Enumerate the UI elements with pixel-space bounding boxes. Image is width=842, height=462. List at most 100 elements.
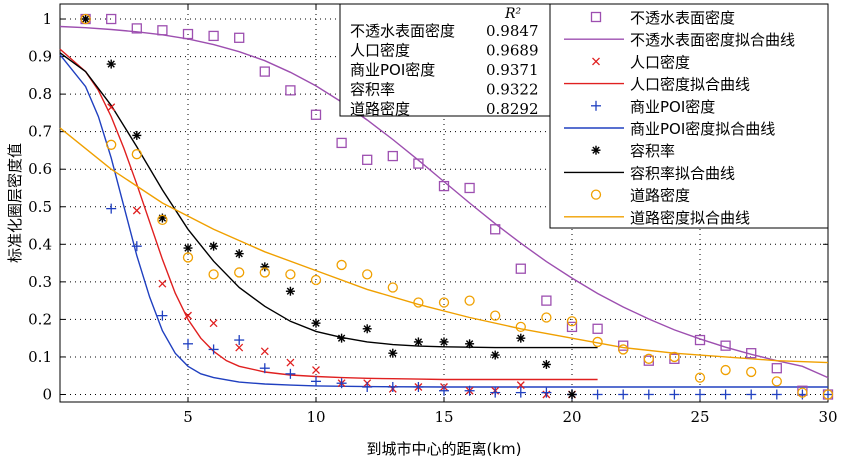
data-point [490, 224, 501, 235]
data-point [285, 286, 295, 296]
data-point [182, 28, 194, 40]
r2-header: R² [504, 6, 522, 22]
y-tick-label: 0.6 [28, 160, 52, 178]
data-point [209, 319, 218, 328]
data-point [669, 389, 680, 400]
data-point [234, 267, 245, 278]
data-point [310, 274, 322, 286]
y-tick-label: 0.2 [28, 310, 52, 328]
r2-row-value: 0.9322 [486, 81, 539, 99]
x-tick-label: 5 [183, 408, 193, 426]
data-point [413, 337, 423, 347]
data-point [337, 333, 347, 343]
data-point [132, 130, 142, 140]
data-point [234, 249, 244, 259]
data-point [285, 85, 296, 96]
data-point [464, 385, 475, 396]
data-point [259, 267, 270, 278]
legend-label: 人口密度 [630, 53, 690, 71]
data-point [336, 137, 347, 149]
data-point [132, 206, 141, 215]
y-tick-label: 0.7 [28, 123, 52, 141]
y-tick-label: 1 [42, 10, 52, 28]
r2-row-label: 商业POI密度 [350, 61, 435, 79]
data-point [695, 389, 705, 400]
data-point [464, 182, 475, 194]
data-point [182, 252, 194, 263]
legend: 不透水表面密度不透水表面密度拟合曲线人口密度人口密度拟合曲线商业POI密度商业P… [549, 3, 829, 229]
data-point [336, 259, 347, 271]
x-tick-label: 30 [818, 408, 837, 426]
data-point [694, 372, 706, 383]
data-point [515, 321, 526, 333]
data-point [590, 11, 602, 23]
data-point [285, 269, 296, 280]
data-point [183, 243, 193, 253]
y-tick-label: 0 [42, 385, 52, 403]
data-point [465, 339, 475, 349]
data-point [438, 180, 450, 192]
data-point [592, 336, 603, 348]
data-point [362, 324, 372, 334]
y-tick-label: 0.5 [28, 198, 52, 216]
data-point [234, 335, 245, 346]
data-point [541, 387, 552, 398]
data-point [516, 333, 526, 343]
data-point [592, 323, 603, 334]
data-point [541, 359, 551, 369]
data-point [413, 158, 424, 169]
data-point [720, 364, 731, 376]
data-point [286, 358, 295, 367]
data-point [413, 381, 424, 392]
data-point [720, 340, 731, 351]
data-point [131, 23, 142, 34]
x-tick-label: 10 [306, 408, 325, 426]
legend-label: 道路密度拟合曲线 [630, 209, 750, 227]
data-point [312, 366, 320, 375]
data-point [106, 139, 117, 150]
legend-label: 容积率拟合曲线 [630, 164, 735, 182]
data-point [669, 351, 680, 363]
fit-curve [59, 48, 598, 381]
y-tick-label: 0.1 [28, 348, 52, 366]
x-tick-label: 20 [562, 408, 581, 426]
data-point [771, 363, 782, 374]
data-point [566, 316, 578, 327]
data-point [590, 189, 602, 200]
data-point [694, 334, 706, 346]
data-point [618, 344, 629, 355]
data-point [183, 338, 193, 349]
data-point [208, 269, 219, 280]
data-point [464, 295, 475, 306]
data-point [643, 389, 654, 400]
data-point [131, 149, 142, 160]
data-point [516, 381, 525, 390]
r2-row-value: 0.9689 [486, 42, 539, 60]
x-tick-label: 15 [434, 408, 453, 426]
data-point [746, 348, 757, 359]
data-point [234, 32, 245, 43]
data-point [438, 297, 450, 308]
data-point [157, 25, 168, 36]
data-point [106, 59, 116, 69]
data-point [362, 381, 373, 392]
data-point [746, 389, 757, 400]
data-point [490, 387, 501, 398]
data-point [771, 376, 782, 387]
x-tick-label: 25 [690, 408, 709, 426]
data-point [285, 368, 296, 379]
x-axis-label: 到城市中心的距离(km) [366, 440, 521, 458]
data-point [107, 103, 116, 112]
data-point [797, 389, 808, 400]
data-point [822, 389, 834, 400]
legend-label: 人口密度拟合曲线 [630, 76, 750, 94]
data-point [184, 311, 192, 320]
data-point [387, 381, 398, 392]
legend-label: 道路密度 [630, 187, 690, 205]
y-axis-label: 标准化圈层密度值 [6, 143, 24, 263]
data-point [336, 378, 347, 389]
y-tick-label: 0.8 [28, 85, 52, 103]
data-point [311, 318, 321, 328]
r2-table: R² 不透水表面密度 0.9847 人口密度 0.9689 商业POI密度 0.9371 容… [339, 3, 551, 118]
data-point [490, 310, 501, 321]
